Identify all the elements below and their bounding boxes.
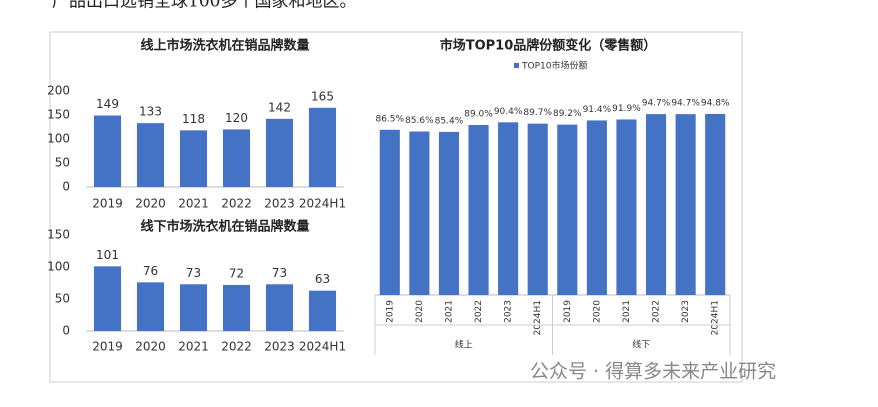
data-label: 73 bbox=[272, 266, 287, 280]
x-tick-label: 2023 bbox=[264, 340, 295, 354]
data-label: 91.4% bbox=[583, 105, 612, 115]
bar bbox=[675, 114, 696, 295]
y-tick-label: 100 bbox=[47, 260, 70, 274]
x-tick-label: 2022 bbox=[474, 300, 484, 323]
x-tick-label: 2021 bbox=[622, 300, 632, 323]
x-tick-label: 2024H1 bbox=[533, 300, 543, 335]
x-tick-label: 2024H1 bbox=[711, 300, 721, 335]
bar bbox=[93, 115, 122, 187]
x-tick-label: 2020 bbox=[135, 197, 166, 211]
bar bbox=[705, 113, 726, 295]
bar bbox=[265, 284, 294, 331]
x-tick-label: 2019 bbox=[92, 197, 123, 211]
data-label: 85.6% bbox=[405, 116, 434, 126]
data-label: 118 bbox=[182, 112, 205, 126]
y-tick-label: 0 bbox=[62, 324, 70, 338]
legend-label: TOP10市场份额 bbox=[521, 60, 587, 72]
x-tick-label: 2020 bbox=[415, 300, 425, 323]
bar bbox=[136, 123, 165, 187]
x-tick-label: 2022 bbox=[221, 340, 252, 354]
bar bbox=[179, 284, 208, 331]
y-tick-label: 0 bbox=[62, 180, 70, 194]
bar bbox=[468, 125, 489, 295]
y-tick-label: 150 bbox=[47, 108, 70, 122]
bar bbox=[409, 131, 430, 295]
y-tick-label: 150 bbox=[47, 228, 70, 242]
watermark: 公众号 · 得算多未来产业研究 bbox=[530, 361, 776, 383]
bar bbox=[586, 120, 607, 296]
bar bbox=[136, 282, 165, 331]
bar bbox=[93, 266, 122, 331]
bar bbox=[179, 130, 208, 187]
data-label: 94.7% bbox=[671, 99, 700, 109]
data-label: 73 bbox=[186, 266, 201, 280]
data-label: 89.0% bbox=[464, 110, 493, 120]
data-label: 72 bbox=[229, 266, 244, 280]
data-label: 133 bbox=[139, 105, 162, 119]
data-label: 120 bbox=[225, 111, 248, 125]
x-tick-label: 2020 bbox=[135, 340, 166, 354]
data-label: 85.4% bbox=[435, 116, 464, 126]
y-tick-label: 50 bbox=[55, 156, 70, 170]
x-tick-label: 2023 bbox=[504, 300, 514, 323]
y-tick-label: 100 bbox=[47, 132, 70, 146]
group-label: 线下 bbox=[632, 339, 650, 351]
bar bbox=[222, 129, 251, 187]
data-label: 89.7% bbox=[523, 108, 552, 118]
data-label: 63 bbox=[315, 272, 330, 286]
bar bbox=[616, 119, 637, 295]
bar bbox=[222, 284, 251, 331]
data-label: 149 bbox=[96, 97, 119, 111]
x-tick-label: 2024H1 bbox=[299, 340, 346, 354]
x-tick-label: 2024H1 bbox=[299, 197, 346, 211]
group-label: 线上 bbox=[455, 339, 473, 351]
x-tick-label: 2022 bbox=[221, 197, 252, 211]
x-tick-label: 2019 bbox=[92, 340, 123, 354]
chart-title: 线下市场洗衣机在销品牌数量 bbox=[140, 219, 309, 235]
data-label: 94.8% bbox=[701, 98, 730, 108]
x-tick-label: 2023 bbox=[264, 197, 295, 211]
data-label: 165 bbox=[311, 89, 334, 103]
data-label: 142 bbox=[268, 100, 291, 114]
bar bbox=[645, 114, 667, 295]
bar bbox=[265, 118, 294, 187]
x-tick-label: 2021 bbox=[444, 300, 454, 323]
bar bbox=[438, 131, 460, 295]
bar bbox=[379, 129, 400, 295]
data-label: 90.4% bbox=[494, 107, 523, 117]
x-tick-label: 2022 bbox=[652, 300, 662, 323]
chart-title: 市场TOP10品牌份额变化（零售额） bbox=[440, 38, 657, 54]
x-tick-label: 2020 bbox=[592, 300, 602, 323]
x-tick-label: 2023 bbox=[681, 300, 691, 323]
x-tick-label: 2019 bbox=[563, 300, 573, 323]
bar bbox=[308, 107, 337, 187]
bar bbox=[308, 290, 337, 331]
data-label: 101 bbox=[96, 248, 119, 262]
y-tick-label: 50 bbox=[55, 292, 70, 306]
data-label: 91.9% bbox=[612, 104, 641, 114]
y-tick-label: 200 bbox=[47, 84, 70, 98]
intro-text: 产品出口远销全球100多个国家和地区。 bbox=[52, 0, 356, 12]
x-tick-label: 2019 bbox=[385, 300, 395, 323]
data-label: 94.7% bbox=[642, 99, 671, 109]
x-tick-label: 2021 bbox=[178, 197, 209, 211]
legend-swatch bbox=[514, 63, 519, 68]
bar bbox=[527, 123, 548, 295]
frame bbox=[49, 31, 743, 383]
data-label: 89.2% bbox=[553, 109, 582, 119]
bar bbox=[557, 124, 578, 296]
x-tick-label: 2021 bbox=[178, 340, 209, 354]
data-label: 86.5% bbox=[375, 114, 404, 124]
data-label: 76 bbox=[143, 264, 158, 278]
bar bbox=[498, 122, 519, 295]
chart-title: 线上市场洗衣机在销品牌数量 bbox=[140, 38, 309, 54]
